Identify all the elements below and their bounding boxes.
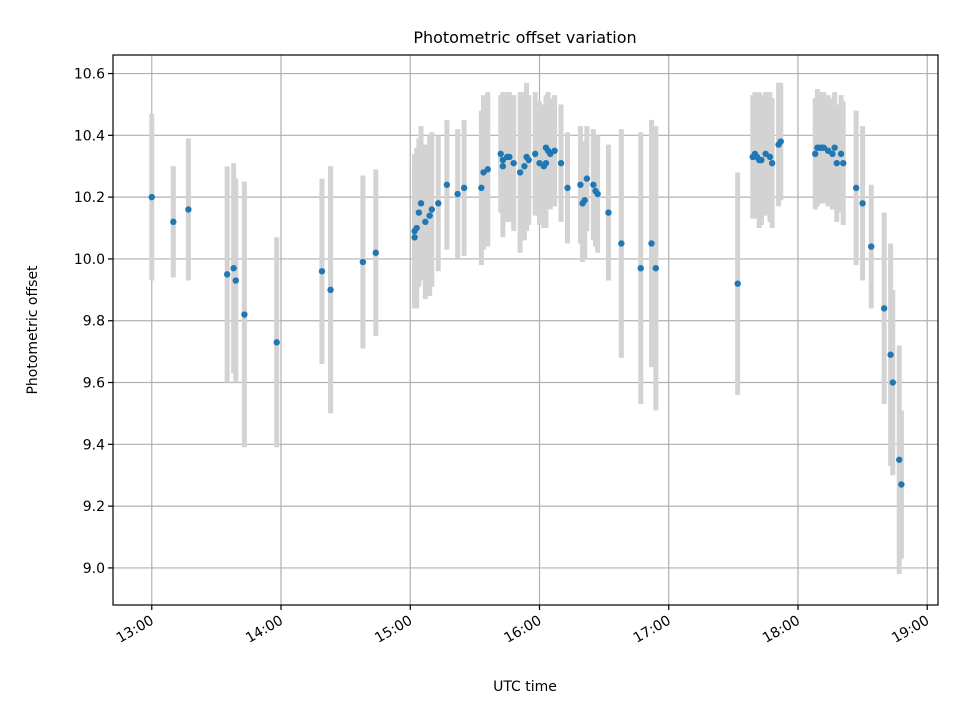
- data-point: [831, 144, 838, 151]
- data-point: [551, 147, 558, 154]
- data-point: [840, 159, 847, 167]
- data-point: [516, 169, 524, 176]
- data-point: [372, 249, 379, 256]
- data-point: [898, 481, 905, 488]
- data-point: [833, 159, 840, 167]
- data-point: [426, 212, 433, 219]
- data-point: [241, 311, 248, 318]
- data-point: [443, 181, 451, 188]
- data-point: [460, 184, 468, 192]
- y-tick-label: 9.6: [83, 376, 105, 392]
- data-point: [768, 159, 776, 167]
- data-point: [478, 184, 485, 192]
- plot-area-frame: [112, 54, 939, 606]
- data-point: [435, 200, 442, 207]
- y-axis-label: Photometric offset: [25, 265, 41, 395]
- data-point: [148, 193, 155, 201]
- data-point: [837, 150, 845, 158]
- data-point: [415, 209, 423, 216]
- data-point: [734, 280, 741, 287]
- data-point: [880, 305, 888, 312]
- y-tick-label: 9.4: [83, 437, 105, 453]
- data-point-layer: [148, 138, 905, 488]
- data-point: [531, 150, 539, 158]
- x-tick-label: 19:00: [889, 613, 932, 647]
- data-point: [829, 150, 836, 158]
- data-point: [417, 200, 425, 207]
- data-point: [605, 209, 612, 216]
- x-tick-label: 15:00: [372, 613, 415, 647]
- data-point: [411, 234, 418, 241]
- data-point: [648, 240, 655, 247]
- data-point: [232, 277, 239, 284]
- data-point: [521, 163, 528, 170]
- data-point: [618, 240, 625, 247]
- data-point: [581, 197, 588, 204]
- y-tick-label: 9.8: [83, 314, 105, 330]
- data-point: [777, 138, 784, 145]
- data-point: [896, 456, 903, 463]
- data-point: [185, 206, 192, 213]
- y-tick-label: 10.4: [74, 128, 105, 144]
- x-tick-label: 17:00: [631, 613, 674, 647]
- data-point: [812, 150, 819, 158]
- data-point: [413, 224, 420, 232]
- y-tick-label: 10.0: [74, 252, 105, 268]
- data-point: [359, 258, 367, 266]
- data-point: [223, 271, 231, 278]
- data-point: [454, 190, 461, 198]
- data-point: [758, 156, 765, 164]
- data-point: [542, 159, 550, 167]
- x-tick-label: 18:00: [760, 613, 803, 647]
- x-axis-label: UTC time: [493, 679, 557, 695]
- data-point: [497, 150, 504, 158]
- data-point: [170, 218, 177, 226]
- data-point: [868, 243, 875, 250]
- data-point: [506, 153, 513, 161]
- data-point: [887, 351, 894, 358]
- data-point: [594, 190, 601, 198]
- data-point: [230, 265, 237, 272]
- data-point: [525, 156, 532, 164]
- y-tick-label: 9.2: [83, 499, 105, 515]
- data-point: [557, 159, 565, 167]
- y-tick-label: 10.6: [74, 67, 105, 83]
- data-point: [510, 159, 517, 167]
- data-point: [852, 184, 860, 192]
- data-point: [327, 286, 334, 294]
- y-tick-label: 10.2: [74, 190, 105, 206]
- data-point: [637, 265, 644, 272]
- chart-title: Photometric offset variation: [413, 28, 636, 47]
- data-point: [499, 163, 507, 170]
- data-point: [889, 379, 896, 386]
- data-point: [859, 200, 866, 207]
- data-point: [273, 339, 280, 346]
- data-point: [422, 218, 429, 226]
- y-tick-label: 9.0: [83, 561, 105, 577]
- x-tick-label: 13:00: [114, 613, 157, 647]
- data-point: [766, 153, 774, 161]
- data-point: [583, 175, 591, 182]
- data-point: [564, 184, 571, 192]
- x-tick-label: 16:00: [502, 613, 545, 647]
- data-point: [318, 268, 326, 275]
- data-point: [652, 265, 660, 272]
- data-point: [590, 181, 597, 188]
- x-tick-label: 14:00: [243, 613, 286, 647]
- data-point: [428, 206, 435, 213]
- data-point: [577, 181, 584, 188]
- data-point: [484, 166, 492, 173]
